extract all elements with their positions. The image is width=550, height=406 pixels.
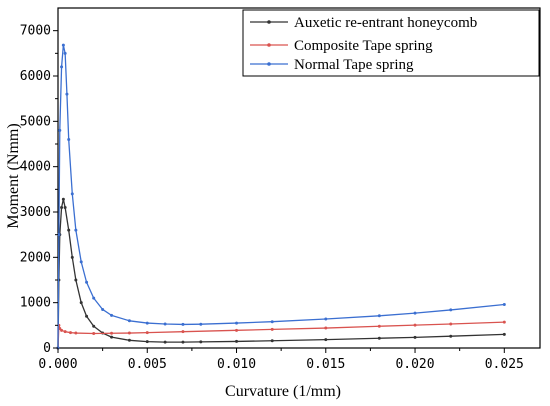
y-tick-label: 5000 <box>20 114 51 129</box>
legend-marker-normal <box>267 62 271 66</box>
data-point-normal <box>145 321 149 325</box>
data-point-normal <box>235 321 239 325</box>
data-point-composite <box>181 330 185 334</box>
y-tick-label: 0 <box>43 341 51 356</box>
data-point-composite <box>127 331 131 335</box>
data-point-normal <box>502 302 506 306</box>
legend-marker-composite <box>267 43 271 47</box>
data-point-auxetic <box>74 278 78 282</box>
data-point-composite <box>145 331 149 335</box>
data-point-normal <box>413 311 417 315</box>
data-point-auxetic <box>163 340 167 344</box>
legend: Auxetic re-entrant honeycomb Composite T… <box>242 9 540 77</box>
y-tick-label: 7000 <box>20 24 51 39</box>
y-tick-label: 2000 <box>20 250 51 265</box>
data-point-normal <box>57 233 61 237</box>
data-point-normal <box>63 51 67 55</box>
data-point-auxetic <box>63 205 67 209</box>
y-tick-label: 3000 <box>20 205 51 220</box>
x-axis-title: Curvature (1/mm) <box>225 383 341 400</box>
plot-frame <box>57 7 541 349</box>
x-tick-label: 0.025 <box>485 357 524 372</box>
data-point-auxetic <box>70 255 74 259</box>
data-point-auxetic <box>60 205 64 209</box>
data-point-auxetic <box>449 334 453 338</box>
data-point-normal <box>199 322 203 326</box>
data-point-composite <box>270 327 274 331</box>
y-axis: 0 1000 2000 3000 4000 5000 6000 7000 <box>20 24 58 356</box>
data-point-normal <box>181 322 185 326</box>
data-point-auxetic <box>127 338 131 342</box>
legend-marker-auxetic <box>267 20 271 24</box>
data-point-auxetic <box>79 301 83 305</box>
data-point-normal <box>65 92 69 96</box>
data-point-composite <box>235 328 239 332</box>
data-point-auxetic <box>377 336 381 340</box>
data-point-normal <box>127 319 131 323</box>
data-point-normal <box>60 65 64 69</box>
data-point-normal <box>85 280 89 284</box>
x-tick-label: 0.005 <box>128 357 167 372</box>
data-point-composite <box>502 320 506 324</box>
data-point-normal <box>58 128 62 132</box>
data-point-auxetic <box>199 340 203 344</box>
data-point-normal <box>163 322 167 326</box>
data-point-normal <box>324 317 328 321</box>
data-point-composite <box>69 331 72 335</box>
data-point-composite <box>377 324 381 328</box>
data-point-normal <box>270 320 274 324</box>
data-point-normal <box>92 296 96 300</box>
legend-label-auxetic: Auxetic re-entrant honeycomb <box>294 15 477 31</box>
data-point-normal <box>449 308 453 312</box>
data-point-auxetic <box>67 228 71 232</box>
data-point-composite <box>63 330 67 334</box>
x-tick-label: 0.000 <box>38 357 77 372</box>
data-point-composite <box>413 323 417 327</box>
data-point-normal <box>67 137 71 141</box>
data-point-auxetic <box>110 335 114 339</box>
y-tick-label: 6000 <box>20 69 51 84</box>
data-point-auxetic <box>270 339 274 343</box>
legend-label-normal: Normal Tape spring <box>294 57 414 73</box>
data-point-normal <box>101 307 105 311</box>
data-point-normal <box>110 313 114 317</box>
x-tick-label: 0.010 <box>217 357 256 372</box>
data-point-composite <box>449 322 453 326</box>
x-tick-label: 0.015 <box>306 357 345 372</box>
data-point-normal <box>74 228 78 232</box>
y-tick-label: 1000 <box>20 296 51 311</box>
data-point-normal <box>377 314 381 318</box>
data-point-auxetic <box>235 339 239 343</box>
data-point-normal <box>61 43 65 47</box>
legend-label-composite: Composite Tape spring <box>294 38 433 54</box>
data-point-auxetic <box>85 314 89 318</box>
data-point-composite <box>74 331 78 335</box>
x-tick-label: 0.020 <box>395 357 434 372</box>
data-point-auxetic <box>413 335 417 339</box>
data-point-auxetic <box>502 332 506 336</box>
data-point-auxetic <box>92 324 96 328</box>
legend-box <box>242 9 540 77</box>
data-point-normal <box>70 192 74 196</box>
data-point-auxetic <box>145 340 149 344</box>
series-line-auxetic <box>57 198 505 349</box>
series-line-normal <box>57 44 505 349</box>
y-tick-label: 4000 <box>20 160 51 175</box>
data-point-composite <box>92 331 96 335</box>
y-axis-title: Moment (Nmm) <box>5 123 22 228</box>
series-layer <box>56 43 506 350</box>
data-point-normal <box>79 260 83 264</box>
data-point-composite <box>324 326 328 330</box>
x-axis: 0.000 0.005 0.010 0.015 0.020 0.025 <box>38 348 524 372</box>
data-point-composite <box>60 328 64 332</box>
data-point-auxetic <box>61 197 65 201</box>
data-point-auxetic <box>324 338 328 342</box>
series-line-composite <box>57 321 505 349</box>
data-point-composite <box>110 331 114 335</box>
data-point-auxetic <box>181 340 185 344</box>
plot-border <box>57 7 541 349</box>
